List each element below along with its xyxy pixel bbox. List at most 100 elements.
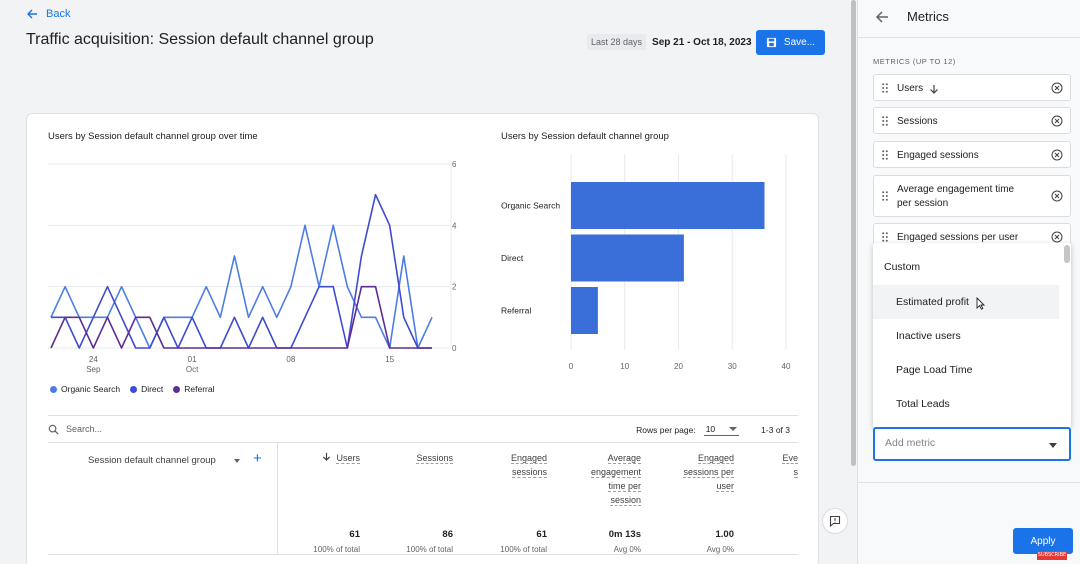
metric-column-header[interactable]: Average engagement time per session 0m 13s Av…	[571, 451, 641, 563]
drag-handle-icon[interactable]	[882, 191, 888, 201]
x-tick-month: Sep	[86, 365, 101, 374]
chevron-down-icon[interactable]	[234, 459, 240, 463]
legend-label: Direct	[141, 384, 164, 394]
date-range-value: Sep 21 - Oct 18, 2023	[652, 36, 752, 48]
y-tick-label: 4	[452, 221, 457, 230]
divider	[858, 37, 1080, 38]
remove-circle-icon[interactable]	[1051, 190, 1063, 202]
bar-organic-search	[571, 182, 765, 229]
pagination-range: 1-3 of 3	[761, 425, 790, 435]
column-total: 61	[349, 529, 360, 540]
metric-chip[interactable]: Users	[873, 74, 1071, 101]
column-total-pct: 100% of total	[313, 545, 360, 554]
x-tick-label: 40	[782, 362, 791, 371]
metrics-section-label: METRICS (UP TO 12)	[873, 57, 956, 66]
category-label: Organic Search	[501, 201, 560, 211]
legend-item[interactable]: Referral	[173, 384, 215, 394]
metric-chip-label: Engaged sessions per user	[897, 231, 1018, 245]
legend-item[interactable]: Direct	[130, 384, 163, 394]
metric-chip-label-line: Engaged sessions	[897, 149, 979, 161]
arrow-left-icon	[27, 9, 37, 19]
drag-handle-icon[interactable]	[882, 82, 888, 93]
metric-chip-label: Users	[897, 82, 939, 96]
metric-chip-label-line: Users	[897, 82, 939, 96]
x-tick-day: 15	[385, 355, 394, 364]
panel-header: Metrics	[858, 0, 1080, 34]
legend-swatch	[173, 385, 181, 393]
column-total: 1.00	[715, 529, 735, 540]
dropdown-option[interactable]: Inactive users	[896, 330, 961, 342]
x-tick-label: 0	[569, 362, 574, 371]
add-metric-select[interactable]: Add metric	[873, 427, 1071, 461]
line-chart-legend: Organic Search Direct Referral	[50, 384, 215, 394]
dropdown-option[interactable]: Estimated profit	[873, 285, 1059, 319]
chevron-down-icon	[1049, 443, 1057, 448]
bar-chart: 0 10 20 30 40 Organic Search Direct Referral	[501, 154, 791, 371]
table-search-input[interactable]: Search...	[66, 424, 103, 434]
column-header-line: Average	[607, 453, 641, 464]
metric-chip-label-line: Average engagement time	[897, 184, 1015, 195]
metric-chip-label: Average engagement time per session	[897, 183, 1014, 211]
x-tick-month: Oct	[186, 365, 199, 374]
metric-column-header[interactable]: Users 61 100% of total	[300, 451, 360, 563]
remove-circle-icon[interactable]	[1051, 149, 1063, 161]
date-range-picker[interactable]: Last 28 days Sep 21 - Oct 18, 2023	[587, 34, 752, 50]
metric-dropdown-menu: Custom Estimated profit Inactive users Pag…	[873, 243, 1071, 427]
y-tick-label: 6	[452, 160, 457, 169]
dropdown-option[interactable]: Total Leads	[896, 398, 950, 410]
column-header-line: sessions	[511, 467, 547, 478]
arrow-left-icon[interactable]	[875, 10, 889, 24]
arrow-down-icon	[930, 84, 939, 94]
add-dimension-button[interactable]: +	[253, 450, 262, 467]
save-icon	[766, 37, 777, 48]
column-header-line: Engaged	[697, 453, 734, 464]
report-main: Back Traffic acquisition: Session defaul…	[26, 8, 848, 564]
rows-per-page-value: 10	[705, 424, 716, 434]
divider	[858, 482, 1080, 483]
search-icon	[48, 424, 59, 435]
save-button[interactable]: Save...	[756, 30, 825, 55]
metric-column-header[interactable]: Sessions 86 100% of total	[383, 451, 453, 563]
metric-chip[interactable]: Sessions	[873, 107, 1071, 134]
bar-referral	[571, 287, 598, 334]
remove-circle-icon[interactable]	[1051, 231, 1063, 243]
dimension-selector[interactable]: Session default channel group	[88, 455, 216, 466]
column-header-line: session	[610, 495, 641, 506]
dropdown-option[interactable]: Page Load Time	[896, 364, 973, 376]
rows-per-page-select[interactable]: 10	[703, 424, 740, 436]
y-tick-label: 0	[452, 344, 457, 353]
drag-handle-icon[interactable]	[882, 232, 888, 242]
dropdown-group-heading: Custom	[884, 261, 921, 273]
metric-column-header[interactable]: Eve s	[768, 451, 798, 563]
series-line-direct	[51, 193, 432, 349]
subscribe-badge: SUBSCRIBE	[1037, 551, 1067, 560]
main-scrollbar[interactable]	[850, 0, 857, 564]
remove-circle-icon[interactable]	[1051, 115, 1063, 127]
x-tick-day: 01	[188, 355, 197, 364]
metric-chip[interactable]: Engaged sessions	[873, 141, 1071, 168]
legend-item[interactable]: Organic Search	[50, 384, 120, 394]
bar-direct	[571, 234, 684, 282]
dropdown-scrollbar[interactable]	[1064, 245, 1070, 263]
feedback-button[interactable]	[822, 508, 848, 534]
column-total-pct: Avg 0%	[613, 545, 641, 554]
x-tick-label: 10	[620, 362, 629, 371]
metric-column-header[interactable]: Engaged sessions per user 1.00 Avg 0%	[664, 451, 734, 563]
mouse-pointer-icon	[976, 297, 985, 310]
metric-column-header[interactable]: Engaged sessions 61 100% of total	[477, 451, 547, 563]
metric-chip-label: Engaged sessions	[897, 149, 979, 163]
column-total-pct: Avg 0%	[706, 545, 734, 554]
drag-handle-icon[interactable]	[882, 149, 888, 160]
legend-label: Organic Search	[61, 384, 121, 394]
bar-chart-title: Users by Session default channel group	[501, 131, 669, 142]
column-header-line: Users	[300, 451, 360, 465]
remove-circle-icon[interactable]	[1051, 82, 1063, 94]
rows-per-page-label: Rows per page:	[636, 425, 696, 435]
drag-handle-icon[interactable]	[882, 115, 888, 126]
apply-button[interactable]: Apply	[1013, 528, 1073, 554]
legend-swatch	[50, 385, 57, 393]
metric-chip[interactable]: Average engagement time per session	[873, 175, 1071, 217]
scrollbar-thumb[interactable]	[851, 0, 856, 466]
back-link[interactable]: Back	[26, 8, 70, 20]
